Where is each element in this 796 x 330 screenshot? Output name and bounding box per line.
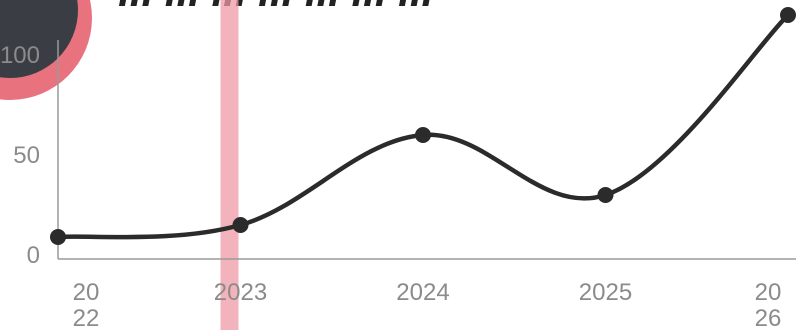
data-point bbox=[50, 229, 66, 245]
series-line bbox=[55, 12, 791, 240]
highlight-band bbox=[220, 0, 239, 330]
data-points bbox=[50, 7, 796, 245]
y-tick-label: 0 bbox=[27, 242, 40, 269]
data-point bbox=[415, 127, 431, 143]
y-tick-label: 50 bbox=[13, 142, 40, 169]
badge-icon bbox=[0, 0, 92, 100]
x-tick-label: 20 22 bbox=[73, 279, 100, 330]
x-tick-label: 2025 bbox=[579, 279, 632, 306]
data-point bbox=[780, 7, 796, 23]
x-tick-label: 20 26 bbox=[755, 279, 782, 330]
x-tick-labels: 20 22 2023 2024 2025 20 26 bbox=[73, 279, 782, 330]
x-tick-label: 2024 bbox=[396, 279, 449, 306]
y-tick-labels: 0 50 100 bbox=[0, 42, 40, 269]
data-point bbox=[232, 217, 249, 233]
data-point bbox=[597, 187, 614, 203]
chart-title: ... ... ... ... ... ... ... bbox=[118, 0, 433, 15]
x-tick-label: 2023 bbox=[214, 279, 267, 306]
y-tick-label: 100 bbox=[0, 42, 40, 69]
